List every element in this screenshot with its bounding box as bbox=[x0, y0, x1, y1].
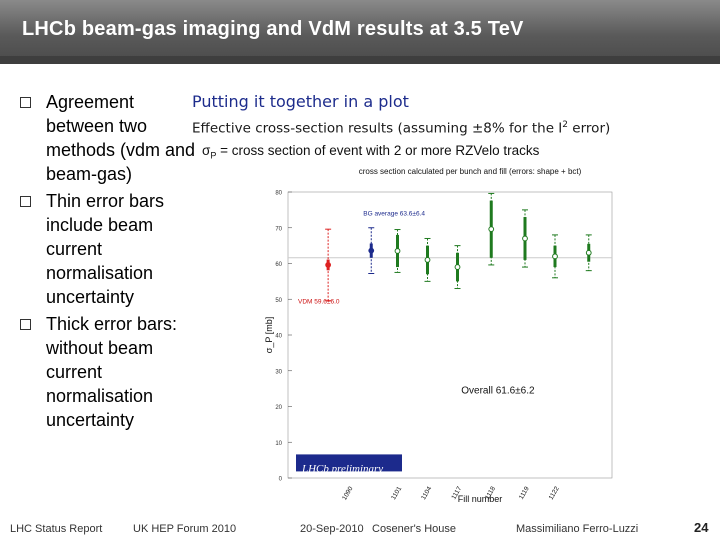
x-tick-label: 1101 bbox=[390, 485, 403, 501]
data-point bbox=[325, 262, 332, 268]
plot-sub-text: Effective cross-section results (assumin… bbox=[192, 120, 563, 137]
footer-date: 20-Sep-2010 bbox=[300, 523, 364, 535]
plot-heading: Putting it together in a plot bbox=[192, 92, 409, 111]
checkbox-bullet-icon bbox=[20, 319, 31, 330]
vdm-label: VDM 59.6±6.0 bbox=[298, 299, 340, 306]
bullet-text: Thin error bars include beam current nor… bbox=[46, 191, 165, 307]
sigma-symbol: σ bbox=[202, 143, 211, 158]
page-number: 24 bbox=[694, 520, 709, 535]
data-point bbox=[488, 226, 495, 233]
x-tick-label: 1104 bbox=[420, 485, 433, 501]
chart-title: cross section calculated per bunch and f… bbox=[359, 167, 582, 176]
data-point bbox=[368, 247, 375, 254]
plot-sub-tail: error) bbox=[568, 120, 611, 137]
y-tick-label: 40 bbox=[275, 334, 282, 340]
plot-sub-sup: 2 bbox=[562, 120, 569, 130]
footer-forum: UK HEP Forum 2010 bbox=[133, 523, 237, 535]
footer-report: LHC Status Report bbox=[10, 523, 103, 535]
y-tick-label: 80 bbox=[275, 191, 282, 197]
footer-author: Massimiliano Ferro-Luzzi bbox=[516, 523, 639, 535]
y-tick-label: 0 bbox=[279, 477, 283, 483]
y-tick-label: 10 bbox=[275, 441, 282, 447]
x-tick-label: 1090 bbox=[341, 485, 354, 501]
data-point bbox=[454, 264, 461, 270]
sigma-definition: σP = cross section of event with 2 or mo… bbox=[202, 143, 539, 161]
slide-title: LHCb beam-gas imaging and VdM results at… bbox=[22, 18, 524, 40]
y-tick-label: 50 bbox=[275, 298, 282, 304]
checkbox-bullet-icon bbox=[20, 196, 31, 207]
data-point bbox=[552, 253, 558, 260]
bullet-text: Thick error bars: without beam current n… bbox=[46, 314, 178, 430]
bullet-item: Thin error bars include beam current nor… bbox=[18, 189, 198, 309]
slide-header: LHCb beam-gas imaging and VdM results at… bbox=[0, 0, 720, 64]
y-tick-label: 70 bbox=[275, 226, 282, 232]
x-tick-label: 1119 bbox=[518, 485, 531, 501]
bullet-text: Agreement between two methods (vdm and b… bbox=[46, 92, 196, 184]
data-point bbox=[585, 249, 592, 256]
plot-subheading: Effective cross-section results (assumin… bbox=[192, 120, 610, 137]
sigma-text: = cross section of event with 2 or more … bbox=[216, 143, 540, 158]
bullet-item: Agreement between two methods (vdm and b… bbox=[18, 90, 198, 186]
y-axis-label: σ_P [mb] bbox=[264, 317, 274, 353]
x-axis-label: Fill number bbox=[458, 494, 503, 504]
preliminary-label: LHCb preliminary bbox=[301, 463, 383, 475]
overall-label: Overall 61.6±6.2 bbox=[461, 385, 535, 396]
header-underline bbox=[0, 56, 720, 64]
bullet-list: Agreement between two methods (vdm and b… bbox=[18, 90, 198, 435]
x-tick-label: 1122 bbox=[548, 485, 561, 501]
bg-average-label: BG average 63.6±6.4 bbox=[363, 211, 425, 218]
y-tick-label: 60 bbox=[275, 262, 282, 268]
sigma-subscript: P bbox=[210, 150, 217, 161]
data-point bbox=[424, 257, 431, 263]
bullet-item: Thick error bars: without beam current n… bbox=[18, 312, 198, 432]
footer-venue: Cosener's House bbox=[372, 523, 457, 535]
checkbox-bullet-icon bbox=[20, 97, 31, 108]
y-tick-label: 20 bbox=[275, 405, 282, 411]
data-point bbox=[522, 235, 528, 242]
y-tick-label: 30 bbox=[275, 369, 282, 375]
data-point bbox=[394, 248, 401, 254]
cross-section-chart: cross section calculated per bunch and f… bbox=[264, 167, 613, 504]
preliminary-box bbox=[296, 454, 402, 472]
plot-frame bbox=[287, 191, 613, 479]
